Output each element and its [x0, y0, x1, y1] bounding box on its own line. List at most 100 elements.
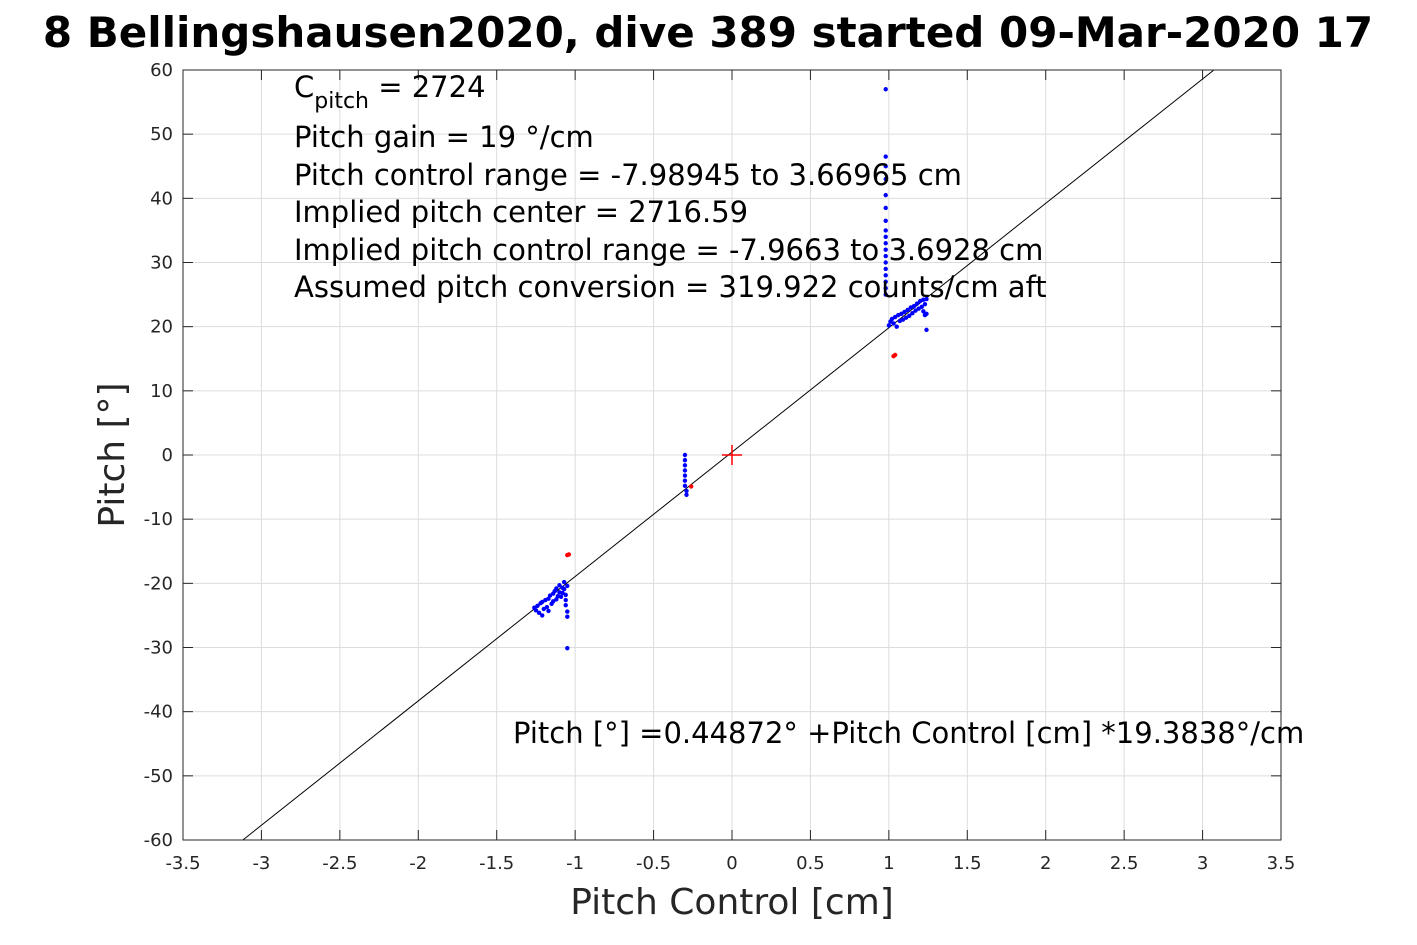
- y-tick-label: 0: [162, 445, 173, 466]
- axis-ticks: [182, 69, 1282, 841]
- data-point: [883, 164, 888, 169]
- annotation-implied-pitch-center: Implied pitch center = 2716.59: [294, 195, 748, 229]
- data-point: [546, 608, 551, 614]
- annotation-assumed-pitch-conversion: Assumed pitch conversion = 319.922 count…: [294, 270, 1047, 304]
- x-tick-label: 2: [1040, 853, 1051, 874]
- data-point: [565, 583, 570, 589]
- data-point: [682, 483, 688, 488]
- c-pitch-annotation: Cpitch = 2724: [294, 70, 486, 114]
- data-point: [911, 303, 917, 309]
- data-point: [563, 602, 568, 608]
- data-point: [682, 478, 688, 483]
- data-point: [682, 473, 688, 478]
- data-point: [561, 579, 567, 585]
- x-tick-label: -2: [409, 853, 427, 874]
- data-point: [905, 307, 910, 313]
- data-point: [883, 247, 888, 252]
- x-tick-label: 0.5: [796, 853, 825, 874]
- y-tick-label: -50: [144, 766, 173, 787]
- data-point: [883, 273, 888, 278]
- data-point: [894, 324, 899, 329]
- y-tick-label: 40: [150, 188, 173, 209]
- data-point: [883, 228, 888, 233]
- data-point: [883, 87, 888, 92]
- data-point: [684, 488, 689, 494]
- data-point: [563, 597, 568, 603]
- data-point: [565, 552, 570, 558]
- data-point: [883, 266, 888, 272]
- data-point: [883, 205, 888, 211]
- data-point: [924, 327, 929, 333]
- y-tick-label: -40: [144, 702, 173, 723]
- data-point: [565, 609, 570, 614]
- y-tick-label: -20: [144, 573, 173, 594]
- y-tick-label: 60: [150, 60, 173, 81]
- data-point: [883, 218, 888, 223]
- x-tick-label: 1.5: [953, 853, 982, 874]
- y-tick-label: 30: [150, 253, 173, 274]
- data-point: [924, 311, 929, 317]
- x-tick-label: 1: [883, 853, 894, 874]
- data-point: [883, 279, 888, 284]
- data-point: [565, 645, 570, 651]
- annotation-implied-pitch-control-range: Implied pitch control range = -7.9663 to…: [294, 233, 1043, 267]
- data-point: [914, 301, 920, 306]
- data-point: [535, 603, 540, 608]
- data-points: [532, 87, 929, 651]
- data-point: [540, 613, 545, 618]
- x-tick-label: -1.5: [479, 853, 514, 874]
- data-point: [883, 260, 888, 265]
- data-point: [907, 313, 912, 318]
- data-point: [558, 594, 564, 600]
- data-point: [563, 592, 568, 598]
- data-point: [682, 468, 688, 473]
- grid: [182, 69, 1282, 841]
- annotation-pitch-control-range: Pitch control range = -7.98945 to 3.6696…: [294, 158, 962, 192]
- data-point: [892, 352, 898, 358]
- data-point: [886, 323, 892, 328]
- data-point: [533, 608, 539, 613]
- x-tick-label: 3: [1197, 853, 1208, 874]
- data-point: [557, 583, 562, 588]
- x-tick-label: -2.5: [322, 853, 357, 874]
- x-axis-title: Pitch Control [cm]: [570, 882, 894, 923]
- data-point: [883, 241, 888, 246]
- y-tick-label: 20: [150, 317, 173, 338]
- data-point: [536, 610, 542, 616]
- annotation-pitch-gain: Pitch gain = 19 °/cm: [294, 120, 594, 154]
- fit-equation-label: Pitch [°] =0.44872° +Pitch Control [cm] …: [513, 716, 1304, 750]
- data-point: [921, 309, 926, 314]
- data-point: [565, 614, 570, 619]
- data-point: [922, 302, 928, 307]
- data-point: [891, 321, 896, 326]
- data-point: [919, 304, 924, 309]
- y-tick-label: -10: [144, 509, 173, 530]
- chart-title: 8 Bellingshausen2020, dive 389 started 0…: [43, 8, 1373, 57]
- x-tick-label: -0.5: [636, 853, 671, 874]
- data-point: [924, 296, 929, 302]
- data-point: [883, 234, 888, 240]
- data-point: [910, 310, 915, 316]
- data-point: [883, 154, 888, 159]
- data-point: [682, 452, 688, 458]
- x-tick-label: 2.5: [1110, 853, 1139, 874]
- data-point: [883, 292, 888, 297]
- y-axis-title: Pitch [°]: [92, 382, 133, 527]
- data-point: [554, 586, 559, 591]
- y-tick-labels: 60 50 40 30 20 10 0 -10 -20 -30 -40 -50 -60: [144, 60, 173, 851]
- data-point: [883, 285, 888, 291]
- data-point: [684, 492, 689, 497]
- y-tick-label: -30: [144, 638, 173, 659]
- data-point: [883, 253, 888, 259]
- x-tick-label: -3.5: [165, 853, 200, 874]
- data-point: [883, 176, 888, 182]
- y-tick-label: 50: [150, 124, 173, 145]
- data-point: [689, 484, 694, 489]
- data-point: [544, 604, 550, 610]
- data-point: [682, 463, 688, 468]
- x-tick-label: 0: [726, 853, 737, 874]
- x-tick-label: -1: [566, 853, 584, 874]
- y-tick-label: 10: [150, 381, 173, 402]
- data-point: [682, 457, 688, 463]
